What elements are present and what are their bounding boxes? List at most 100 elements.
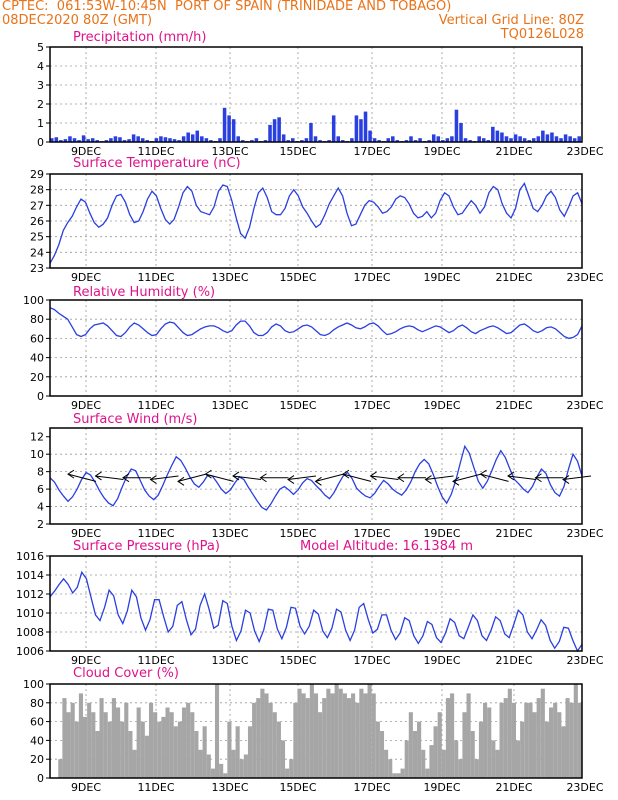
precip-bar	[177, 140, 181, 142]
cloud-bar	[375, 721, 380, 778]
cloud-bar	[313, 693, 319, 778]
cloud-bar	[421, 749, 426, 778]
precip-bar	[231, 119, 236, 142]
cloud-bar	[157, 721, 162, 778]
cloud-bar	[231, 749, 236, 778]
cloud-bar	[425, 768, 430, 778]
header-station-line: CPTEC: 061:53W-10:45N PORT OF SPAIN (TRI…	[2, 0, 452, 14]
cloud-bar	[503, 698, 508, 778]
cloud-bar	[243, 754, 248, 778]
cloud-bar	[219, 763, 224, 778]
precip-bar	[527, 140, 531, 142]
rh-frame	[49, 299, 583, 397]
cloud-bar	[173, 726, 178, 778]
cloud-bar	[276, 721, 281, 778]
pressure-series-line	[49, 570, 583, 653]
header-grid-line: Vertical Grid Line: 80Z	[438, 13, 584, 28]
precip-bar	[54, 137, 59, 142]
rh-xtick-label: 13DEC	[211, 399, 248, 412]
cloud-bar	[351, 693, 356, 778]
cloud-bar	[148, 702, 154, 778]
cloud-bar	[322, 698, 327, 778]
cloud-bar	[359, 688, 364, 778]
precip-xtick-label: 23DEC	[566, 145, 603, 158]
cloud-xtick-label: 11DEC	[137, 781, 174, 794]
cloud-bar	[516, 740, 521, 778]
precip-bar	[318, 140, 322, 142]
cloud-bar	[577, 702, 582, 778]
cloud-bar	[454, 740, 459, 778]
precip-bar	[186, 132, 190, 142]
wind-title: Surface Wind (m/s)	[73, 412, 198, 427]
precip-bar	[468, 140, 472, 142]
wind-arrow	[369, 471, 399, 481]
precip-ytick-label: 0	[37, 136, 44, 149]
cloud-ytick-label: 80	[30, 697, 44, 710]
precip-xtick-label: 13DEC	[211, 145, 248, 158]
cloud-bar	[466, 693, 471, 778]
wind-ytick-label: 10	[30, 448, 44, 461]
cloud-ytick-label: 20	[30, 753, 44, 766]
cloud-xtick-label: 21DEC	[495, 781, 532, 794]
cloud-bar	[202, 726, 207, 778]
pressure-xtick-label: 23DEC	[566, 654, 603, 667]
cloud-bar	[227, 721, 232, 778]
precip-bar	[350, 138, 354, 142]
cloud-bar	[478, 721, 484, 778]
cloud-bar	[177, 721, 182, 778]
header-date-line: 08DEC2020 80Z (GMT)	[2, 13, 153, 28]
wind-ytick-label: 12	[30, 431, 44, 444]
wind-series-line	[49, 444, 583, 511]
cloud-bar	[252, 702, 257, 778]
wind-arrow	[94, 471, 124, 481]
cloud-bar	[338, 688, 343, 778]
cloud-bar	[330, 693, 335, 778]
precip-bar	[541, 130, 545, 142]
precip-bar	[304, 138, 309, 142]
cloud-bar	[445, 698, 451, 778]
wind-arrow	[149, 475, 179, 484]
cloud-bar	[153, 712, 158, 778]
cloud-bar	[573, 684, 578, 778]
precip-bar	[172, 139, 177, 142]
precip-bar	[236, 136, 240, 142]
rh-ytick-label: 40	[30, 352, 44, 365]
wind-ytick-label: 6	[37, 483, 44, 496]
precip-title: Precipitation (mm/h)	[73, 30, 207, 45]
model-altitude: Model Altitude: 16.1384 m	[300, 539, 474, 554]
precip-bar	[218, 138, 222, 142]
precip-bar	[95, 140, 100, 142]
cloud-bar	[536, 698, 541, 778]
cloud-bar	[470, 731, 475, 778]
precip-bar	[568, 136, 572, 142]
precip-bar	[168, 138, 172, 142]
precip-bar	[136, 136, 140, 142]
cloud-bar	[458, 759, 463, 778]
pressure-xtick-label: 21DEC	[495, 654, 532, 667]
precip-bar	[477, 136, 481, 142]
cloud-bar	[305, 698, 310, 778]
cloud-bar	[268, 702, 273, 778]
precip-bar	[500, 132, 504, 142]
precip-bar	[72, 138, 77, 142]
precip-bar	[222, 107, 227, 142]
rh-ytick-label: 100	[23, 294, 44, 307]
precip-bar	[495, 130, 500, 142]
rh-ytick-label: 60	[30, 332, 44, 345]
wind-xtick-label: 15DEC	[279, 527, 316, 540]
precip-bar	[68, 136, 72, 142]
pressure-frame	[49, 555, 583, 652]
rh-title: Relative Humidity (%)	[73, 285, 216, 300]
cloud-bar	[169, 712, 174, 778]
cloud-bar	[429, 745, 434, 778]
wind-frame	[49, 427, 583, 525]
precip-bar	[454, 109, 459, 142]
cloud-bar	[140, 721, 145, 778]
temp-xtick-label: 19DEC	[423, 271, 460, 284]
cloud-bar	[565, 698, 570, 778]
cloud-bar	[214, 684, 220, 778]
cloud-bar	[342, 693, 347, 778]
cloud-bar	[74, 721, 79, 778]
precip-bar	[563, 134, 568, 142]
precip-bar	[268, 124, 272, 142]
